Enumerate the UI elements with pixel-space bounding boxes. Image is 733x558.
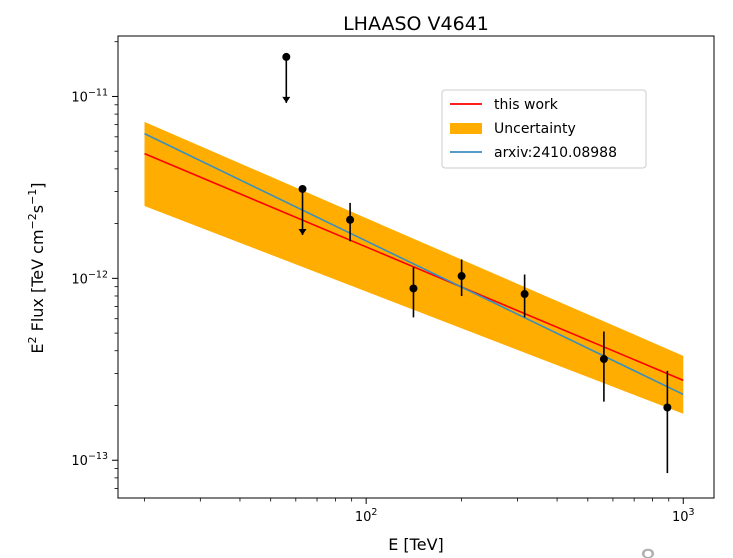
y-tick-label: 10−11: [71, 87, 108, 105]
legend-item: Uncertainty: [450, 121, 576, 137]
plot-frame: [117, 35, 715, 499]
data-point-group: [282, 52, 291, 103]
data-point: [298, 184, 307, 193]
x-tick-label: 103: [672, 507, 695, 525]
series-line-1: [144, 152, 684, 382]
legend-box: [441, 89, 647, 169]
y-tick-label: 10−13: [71, 451, 108, 469]
data-point-group: [520, 274, 529, 318]
data-point: [282, 52, 291, 61]
legend: this work Uncertainty arxiv:2410.08988: [441, 89, 647, 169]
series-line-2: [144, 132, 684, 396]
data-point: [599, 355, 608, 364]
legend-label: arxiv:2410.08988: [494, 145, 617, 161]
data-point-group: [409, 267, 418, 318]
data-point-group: [663, 370, 672, 474]
data-point-group: [346, 202, 355, 242]
plot-content: [144, 52, 684, 474]
data-point: [457, 272, 466, 281]
data-point-group: [298, 184, 307, 235]
upper-limit-arrow: [282, 96, 291, 103]
corner-mark: 8: [640, 545, 657, 558]
y-axis-label: E2 Flux [TeV cm−2s−1]: [26, 182, 47, 353]
legend-item: this work: [450, 97, 559, 113]
data-point: [520, 290, 529, 299]
plot-area: [144, 52, 684, 474]
legend-item: arxiv:2410.08988: [450, 145, 617, 161]
x-axis-label: E [TeV]: [388, 535, 444, 554]
axes: 102 103 10−11 10−12 10−13: [71, 35, 715, 525]
data-point-group: [599, 331, 608, 402]
legend-label: this work: [494, 97, 559, 113]
x-tick-label: 102: [355, 507, 378, 525]
legend-label: Uncertainty: [494, 121, 576, 137]
data-point: [409, 284, 418, 293]
data-point: [663, 403, 672, 412]
data-point: [346, 215, 355, 224]
legend-swatch: [450, 123, 482, 134]
chart-title: LHAASO V4641: [343, 13, 489, 35]
y-tick-label: 10−12: [71, 269, 108, 287]
data-point-group: [457, 259, 466, 296]
upper-limit-arrow: [298, 228, 307, 235]
